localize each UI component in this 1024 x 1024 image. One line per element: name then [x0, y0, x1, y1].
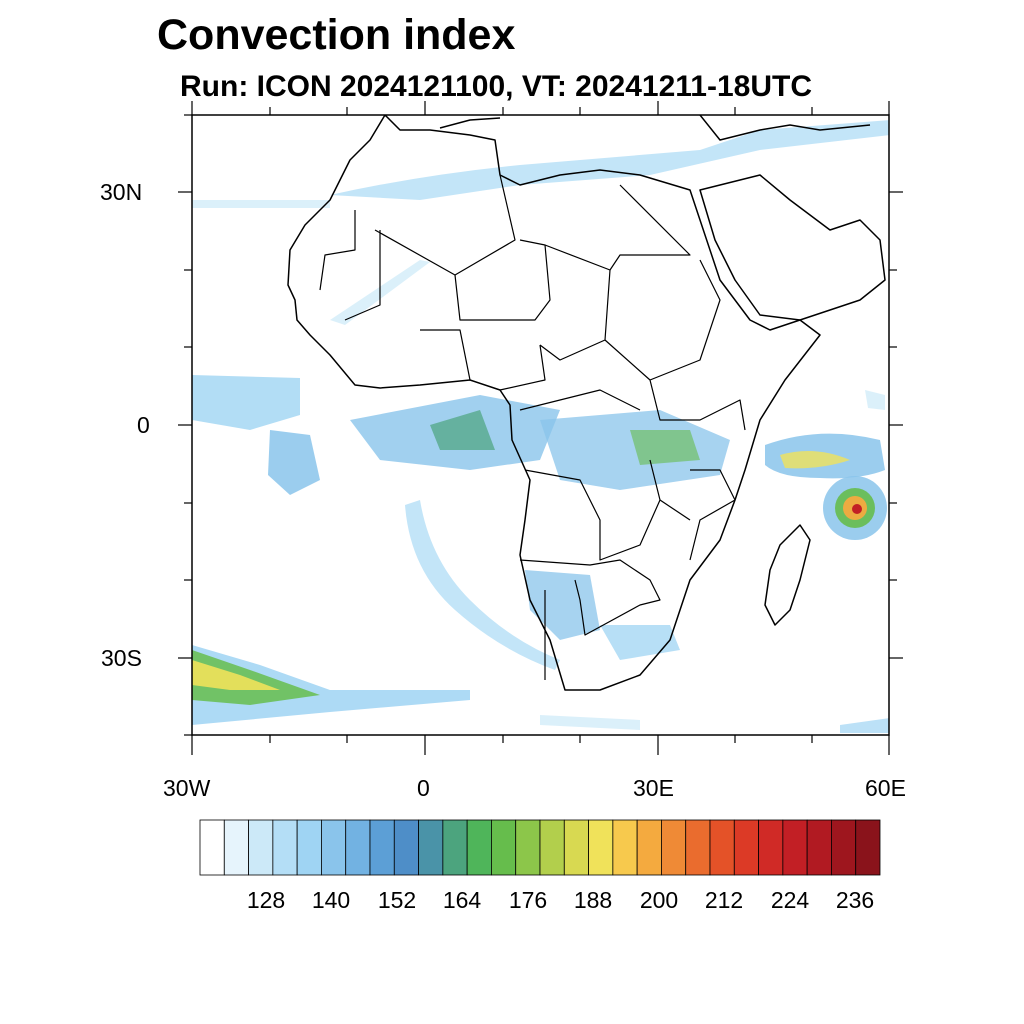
colorbar-box — [855, 819, 881, 876]
colorbar-box — [539, 819, 565, 876]
colorbar-box — [782, 819, 808, 876]
colorbar-box — [661, 819, 687, 876]
map-subtitle: Run: ICON 2024121100, VT: 20241211-18UTC — [180, 70, 813, 103]
colorbar-label-176: 176 — [508, 887, 548, 913]
lon-label-60e: 60E — [865, 775, 906, 801]
colorbar-label-224: 224 — [770, 887, 810, 913]
lat-label-0: 0 — [137, 412, 150, 438]
colorbar-label-236: 236 — [835, 887, 875, 913]
axis-ticks — [178, 101, 903, 755]
colorbar-label-200: 200 — [639, 887, 679, 913]
colorbar-box — [515, 819, 541, 876]
colorbar-box — [491, 819, 517, 876]
colorbar-box — [758, 819, 784, 876]
colorbar-box — [442, 819, 468, 876]
colorbar-box — [345, 819, 371, 876]
colorbar-box — [588, 819, 614, 876]
colorbar-box — [466, 819, 492, 876]
lat-label-30s: 30S — [101, 645, 142, 671]
country-borders — [319, 174, 746, 680]
colorbar-box — [272, 819, 298, 876]
colorbar-box — [321, 819, 347, 876]
colorbar-box — [685, 819, 711, 876]
colorbar-box — [806, 819, 832, 876]
lon-label-30w: 30W — [163, 775, 211, 801]
colorbar-box — [393, 819, 419, 876]
lon-label-0: 0 — [417, 775, 430, 801]
colorbar-label-140: 140 — [311, 887, 351, 913]
colorbar-box — [248, 819, 274, 876]
convection-field — [192, 120, 889, 733]
colorbar-label-128: 128 — [246, 887, 286, 913]
colorbar-box — [612, 819, 638, 876]
colorbar-label-188: 188 — [573, 887, 613, 913]
colorbar-box — [223, 819, 249, 876]
colorbar-box — [418, 819, 444, 876]
map-title: Convection index — [157, 11, 516, 59]
colorbar-box — [636, 819, 662, 876]
lon-label-30e: 30E — [633, 775, 674, 801]
lat-label-30n: 30N — [100, 179, 143, 205]
colorbar-box — [199, 819, 225, 876]
colorbar-label-152: 152 — [377, 887, 417, 913]
colorbar-box — [296, 819, 322, 876]
colorbar-label-212: 212 — [704, 887, 744, 913]
colorbar-box — [831, 819, 857, 876]
colorbar — [199, 819, 881, 876]
colorbar-box — [369, 819, 395, 876]
coastlines — [287, 115, 886, 691]
colorbar-box — [733, 819, 759, 876]
colorbar-label-164: 164 — [442, 887, 482, 913]
colorbar-box — [709, 819, 735, 876]
colorbar-box — [563, 819, 589, 876]
